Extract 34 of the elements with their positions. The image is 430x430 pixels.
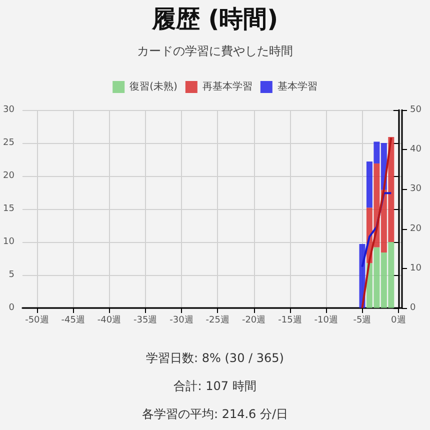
y2-tick-label: 0: [410, 303, 416, 313]
x-tick-label: -20週: [242, 314, 266, 326]
line-series: [361, 136, 392, 309]
text: 学習日数: 8% (30 / 365): [146, 351, 284, 365]
x-tick-label: -35週: [134, 314, 158, 326]
text: 各学習の平均: 214.6 分/日: [142, 407, 288, 421]
text: 合計: 107 時間: [174, 379, 256, 393]
x-tick-label: -10週: [314, 314, 338, 326]
y2-tick-label: 10: [410, 263, 422, 274]
y-tick-label: 10: [3, 237, 15, 247]
x-tick-label: -15週: [278, 314, 302, 326]
y2-tick-label: 20: [410, 224, 422, 234]
y-tick-label: 25: [3, 138, 14, 148]
y2-tick-label: 40: [410, 144, 422, 155]
legend-label: 復習(未熟): [130, 80, 178, 92]
y-tick-label: 5: [8, 270, 14, 280]
x-tick-label: -30週: [170, 314, 194, 326]
x-tick-label: -25週: [206, 314, 230, 326]
y2-tick-label: 30: [410, 184, 422, 194]
legend-label: 再基本学習: [202, 80, 252, 92]
x-tick-label: -45週: [61, 314, 85, 326]
y-tick-label: 30: [3, 105, 15, 115]
y2-tick-label: 50: [410, 105, 422, 115]
x-tick-label: -5週: [353, 314, 372, 326]
chart-subtitle: カードの学習に費やした時間: [137, 44, 293, 58]
y-tick-label: 0: [8, 303, 15, 313]
legend-label: 基本学習: [277, 80, 318, 92]
chart-title: 履歴 (時間): [150, 5, 278, 33]
x-tick-label: -50週: [25, 314, 49, 326]
y-tick-label: 20: [3, 171, 15, 181]
x-tick-label: -40週: [97, 314, 122, 326]
line-series: [361, 192, 392, 268]
y-tick-label: 15: [3, 204, 14, 214]
x-tick-label: 0週: [391, 314, 406, 326]
